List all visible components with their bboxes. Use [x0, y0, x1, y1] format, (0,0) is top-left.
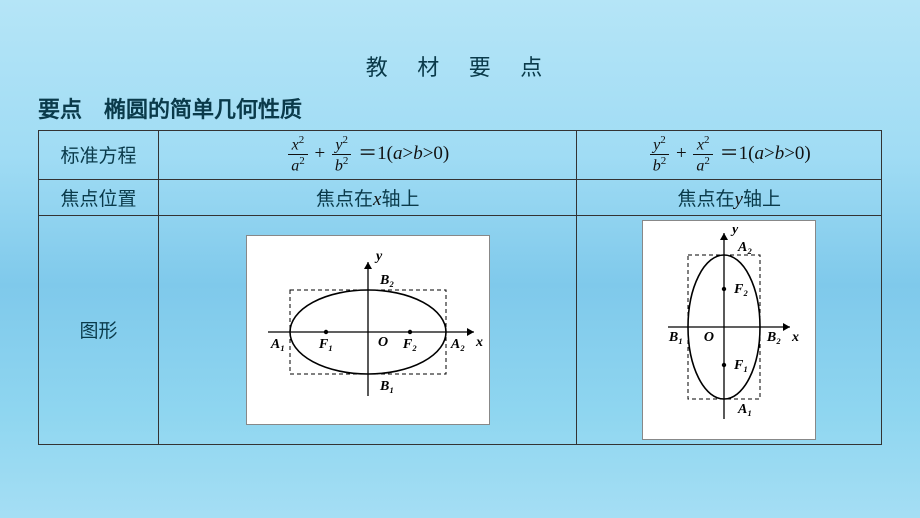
svg-text:O: O [378, 335, 388, 350]
cell-figure-x-major: Ox y A₁ A₂ B₁ B₂ F₁ F₂ [159, 215, 577, 444]
cell-focus-y: 焦点在y轴上 [577, 179, 882, 215]
svg-text:B₁: B₁ [668, 330, 683, 345]
figure-x-major: Ox y A₁ A₂ B₁ B₂ F₁ F₂ [246, 235, 490, 425]
figure-y-major: Ox y B₁ B₂ A₁ A₂ F₂ F₁ [642, 220, 816, 440]
svg-text:A₂: A₂ [737, 240, 752, 255]
svg-text:F₂: F₂ [733, 282, 748, 297]
svg-text:O: O [704, 330, 714, 345]
svg-text:F₁: F₁ [318, 337, 333, 352]
cell-equation-y-major: y2b2 + x2a2 ＝1(a>b>0) [577, 131, 882, 180]
svg-text:y: y [730, 227, 739, 237]
svg-text:F₂: F₂ [402, 337, 417, 352]
svg-text:B₂: B₂ [379, 273, 394, 288]
svg-text:y: y [374, 249, 383, 264]
svg-text:B₂: B₂ [766, 330, 781, 345]
properties-table: 标准方程 x2a2 + y2b2 ＝1(a>b>0) y2b2 + x2a2 ＝… [38, 130, 882, 445]
row-label-equation: 标准方程 [39, 131, 159, 180]
svg-text:A₂: A₂ [450, 337, 465, 352]
svg-text:F₁: F₁ [733, 358, 748, 373]
row-label-figure: 图形 [39, 215, 159, 444]
svg-text:A₁: A₁ [270, 337, 285, 352]
table-row: 图形 Ox y A₁ A₂ B₁ B₂ F₁ F₂ Ox y B₁ B₂ A₁ A₂ F₂ F₁ [39, 215, 882, 444]
slide-content: 教 材 要 点 要点 椭圆的简单几何性质 标准方程 x2a2 + y2b2 ＝1… [38, 50, 882, 445]
equation-x-major: x2a2 + y2b2 ＝1(a>b>0) [286, 143, 449, 164]
cell-figure-y-major: Ox y B₁ B₂ A₁ A₂ F₂ F₁ [577, 215, 882, 444]
subtitle-text: 椭圆的简单几何性质 [104, 97, 302, 122]
section-subtitle: 要点 椭圆的简单几何性质 [38, 92, 882, 124]
svg-text:x: x [791, 330, 799, 345]
cell-focus-x: 焦点在x轴上 [159, 179, 577, 215]
svg-text:x: x [475, 335, 483, 350]
subtitle-prefix: 要点 [38, 97, 82, 122]
row-label-focus: 焦点位置 [39, 179, 159, 215]
svg-text:B₁: B₁ [379, 379, 394, 394]
page-title: 教 材 要 点 [38, 50, 882, 82]
ellipse-x-diagram: Ox y A₁ A₂ B₁ B₂ F₁ F₂ [253, 242, 483, 412]
table-row: 标准方程 x2a2 + y2b2 ＝1(a>b>0) y2b2 + x2a2 ＝… [39, 131, 882, 180]
cell-equation-x-major: x2a2 + y2b2 ＝1(a>b>0) [159, 131, 577, 180]
table-row: 焦点位置 焦点在x轴上 焦点在y轴上 [39, 179, 882, 215]
svg-text:A₁: A₁ [737, 402, 752, 417]
ellipse-y-diagram: Ox y B₁ B₂ A₁ A₂ F₂ F₁ [649, 227, 809, 427]
equation-y-major: y2b2 + x2a2 ＝1(a>b>0) [648, 143, 811, 164]
